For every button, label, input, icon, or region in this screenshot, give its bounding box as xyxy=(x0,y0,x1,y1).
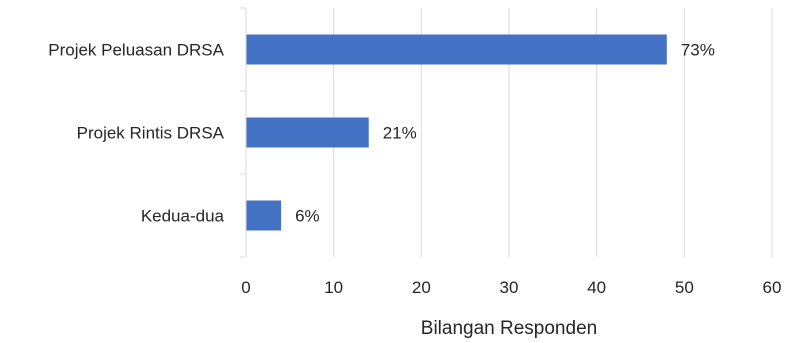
category-label: Kedua-dua xyxy=(141,207,225,226)
x-tick-label: 60 xyxy=(763,278,782,297)
category-labels: Projek Peluasan DRSA Projek Rintis DRSA Ke… xyxy=(48,41,224,226)
x-tick-label: 10 xyxy=(324,278,343,297)
x-axis-title: Bilangan Responden xyxy=(421,318,597,339)
data-labels: 73% 21% 6% xyxy=(295,41,715,226)
bar xyxy=(246,117,369,148)
data-label: 6% xyxy=(295,207,320,226)
data-label: 73% xyxy=(681,41,715,60)
data-label: 21% xyxy=(383,124,417,143)
category-axis xyxy=(240,7,247,258)
bar xyxy=(246,200,282,231)
bar xyxy=(246,34,667,65)
x-tick-labels: 0 10 20 30 40 50 60 xyxy=(241,278,781,297)
x-tick-label: 0 xyxy=(241,278,250,297)
x-tick-label: 50 xyxy=(675,278,694,297)
bars xyxy=(246,34,667,231)
category-label: Projek Peluasan DRSA xyxy=(48,41,224,60)
x-tick-label: 30 xyxy=(500,278,519,297)
category-label: Projek Rintis DRSA xyxy=(77,124,225,143)
x-tick-label: 20 xyxy=(412,278,431,297)
x-tick-label: 40 xyxy=(587,278,606,297)
